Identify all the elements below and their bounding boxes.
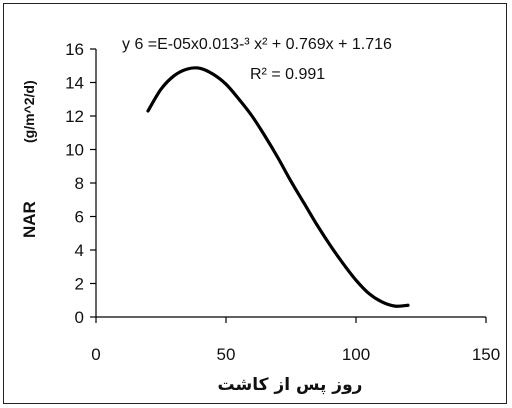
nar-series-line	[146, 66, 410, 308]
y-tick-label: 14	[65, 74, 84, 93]
y-axis-label: NAR	[20, 201, 39, 238]
trendline-equation: y 6 =E-05x0.013-³ x² + 0.769x + 1.716	[122, 36, 392, 53]
y-tick-label: 4	[75, 241, 84, 260]
y-tick-label: 16	[65, 40, 84, 59]
y-tick-label: 8	[75, 174, 84, 193]
y-tick-label: 6	[75, 208, 84, 227]
r-squared-label: R² = 0.991	[250, 66, 325, 83]
y-tick-label: 2	[75, 275, 84, 294]
y-tick-label: 12	[65, 107, 84, 126]
chart-frame	[3, 3, 507, 404]
y-axis-unit: (g/m^2/d)	[21, 80, 37, 143]
axes	[90, 48, 487, 323]
y-tick-label: 10	[65, 141, 84, 160]
x-axis-label: روز پس از کاشت	[218, 375, 363, 395]
x-tick-label: 0	[91, 345, 100, 364]
x-tick-label: 50	[217, 345, 236, 364]
x-tick-label: 150	[472, 345, 500, 364]
tick-labels: 0 2 4 6 8 10 12 14 16 0 50 100 150	[65, 40, 500, 364]
y-tick-label: 0	[75, 308, 84, 327]
x-tick-label: 100	[342, 345, 370, 364]
